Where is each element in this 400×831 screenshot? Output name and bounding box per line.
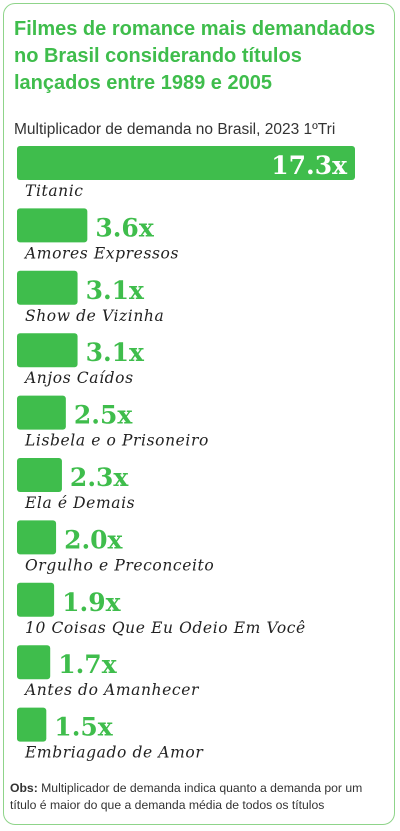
value-label-7: 2.0x bbox=[64, 525, 123, 554]
chart-card: Filmes de romance mais demandados no Bra… bbox=[3, 3, 395, 825]
value-label-6: 2.3x bbox=[70, 463, 129, 492]
value-label-8: 1.9x bbox=[62, 588, 121, 617]
category-label-10: Embriagado de Amor bbox=[24, 744, 204, 762]
category-label-8: 10 Coisas Que Eu Odeio Em Você bbox=[25, 619, 306, 637]
bar-2 bbox=[17, 208, 88, 243]
value-label-4: 3.1x bbox=[86, 338, 145, 367]
bar-1 bbox=[17, 146, 355, 180]
category-label-6: Ela é Demais bbox=[24, 494, 135, 512]
chart-subtitle: Multiplicador de demanda no Brasil, 2023… bbox=[14, 121, 336, 138]
chart-title: Filmes de romance mais demandados no Bra… bbox=[14, 18, 376, 94]
bar-6 bbox=[17, 458, 62, 492]
category-label-3: Show de Vizinha bbox=[25, 307, 164, 325]
bar-chart: 17.3x Titanic 3.6x Amores Expressos 3.1x Show… bbox=[17, 146, 355, 762]
bar-9 bbox=[17, 645, 51, 680]
category-label-9: Antes do Amanhecer bbox=[23, 681, 200, 699]
value-label-1: 17.3x bbox=[271, 151, 348, 180]
bar-3 bbox=[17, 270, 78, 305]
bar-8 bbox=[17, 582, 55, 617]
category-label-4: Anjos Caídos bbox=[23, 369, 134, 387]
bar-7 bbox=[17, 520, 57, 555]
footnote: Obs: Multiplicador de demanda indica qua… bbox=[10, 780, 392, 814]
category-label-1: Titanic bbox=[25, 182, 84, 200]
bar-5 bbox=[17, 395, 66, 430]
footnote-text: Multiplicador de demanda indica quanto a… bbox=[10, 781, 363, 812]
category-label-7: Orgulho e Preconceito bbox=[25, 556, 214, 574]
footnote-label: Obs: bbox=[10, 781, 38, 795]
category-label-5: Lisbela e o Prisoneiro bbox=[24, 432, 209, 450]
value-label-10: 1.5x bbox=[54, 713, 113, 742]
bar-10 bbox=[17, 707, 47, 742]
category-label-2: Amores Expressos bbox=[23, 244, 179, 262]
value-label-9: 1.7x bbox=[58, 650, 117, 679]
value-label-5: 2.5x bbox=[74, 401, 133, 430]
bar-4 bbox=[17, 333, 78, 368]
value-label-3: 3.1x bbox=[86, 276, 145, 305]
value-label-2: 3.6x bbox=[95, 213, 154, 242]
